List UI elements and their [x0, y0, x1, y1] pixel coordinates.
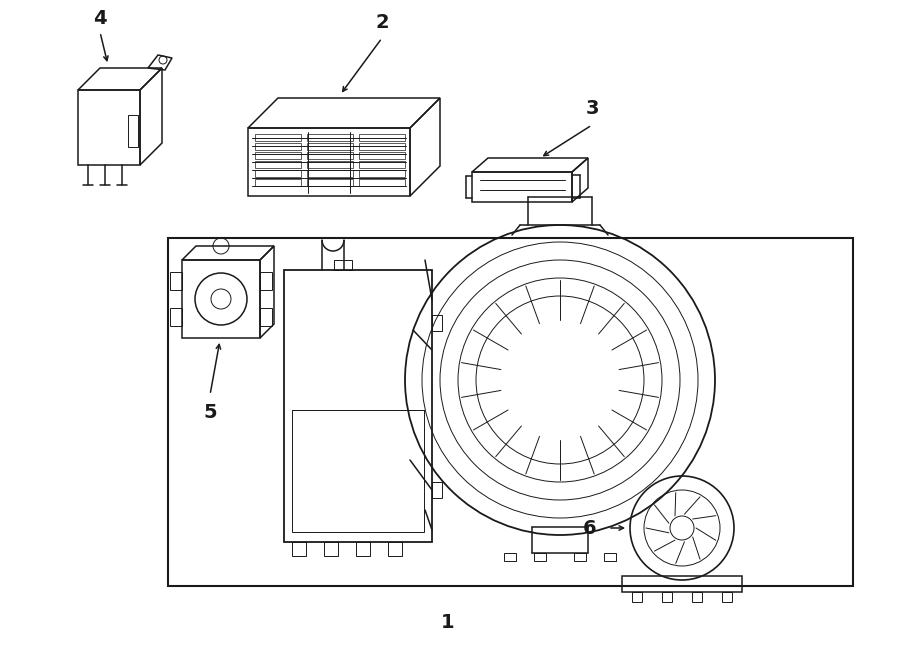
Bar — [722, 592, 732, 602]
Bar — [307, 152, 353, 159]
Text: 3: 3 — [585, 98, 598, 118]
Bar — [622, 576, 742, 592]
Bar — [292, 542, 306, 556]
Bar — [307, 170, 353, 177]
Bar — [359, 170, 405, 177]
Text: 5: 5 — [203, 403, 217, 422]
Text: 6: 6 — [583, 518, 597, 537]
Bar — [255, 179, 301, 186]
Bar — [534, 553, 546, 561]
Text: 4: 4 — [94, 9, 107, 28]
Bar — [359, 134, 405, 141]
Bar — [284, 270, 432, 542]
Bar — [388, 542, 402, 556]
Bar — [574, 553, 586, 561]
Bar — [432, 482, 442, 498]
Text: 2: 2 — [375, 13, 389, 32]
Bar — [334, 260, 352, 270]
Bar — [255, 161, 301, 168]
Bar — [359, 179, 405, 186]
Text: 1: 1 — [441, 613, 454, 631]
Bar — [255, 170, 301, 177]
Bar — [307, 161, 353, 168]
Bar — [255, 152, 301, 159]
Bar — [182, 260, 260, 338]
Bar — [632, 592, 642, 602]
Bar — [359, 161, 405, 168]
Bar — [359, 152, 405, 159]
Bar — [255, 134, 301, 141]
Bar — [692, 592, 702, 602]
Bar — [662, 592, 672, 602]
Bar — [260, 272, 272, 290]
Bar — [260, 308, 272, 326]
Bar — [324, 542, 338, 556]
Bar — [604, 553, 616, 561]
Bar — [356, 542, 370, 556]
Bar — [170, 308, 182, 326]
Bar — [292, 410, 424, 532]
Bar — [248, 128, 410, 196]
Bar — [255, 143, 301, 150]
Bar — [432, 315, 442, 331]
Bar — [307, 134, 353, 141]
Bar — [170, 272, 182, 290]
Bar — [168, 238, 853, 586]
Bar — [78, 90, 140, 165]
Bar — [472, 172, 572, 202]
Bar — [128, 115, 138, 147]
Bar — [359, 143, 405, 150]
Bar — [307, 179, 353, 186]
Bar — [307, 143, 353, 150]
Bar — [504, 553, 516, 561]
